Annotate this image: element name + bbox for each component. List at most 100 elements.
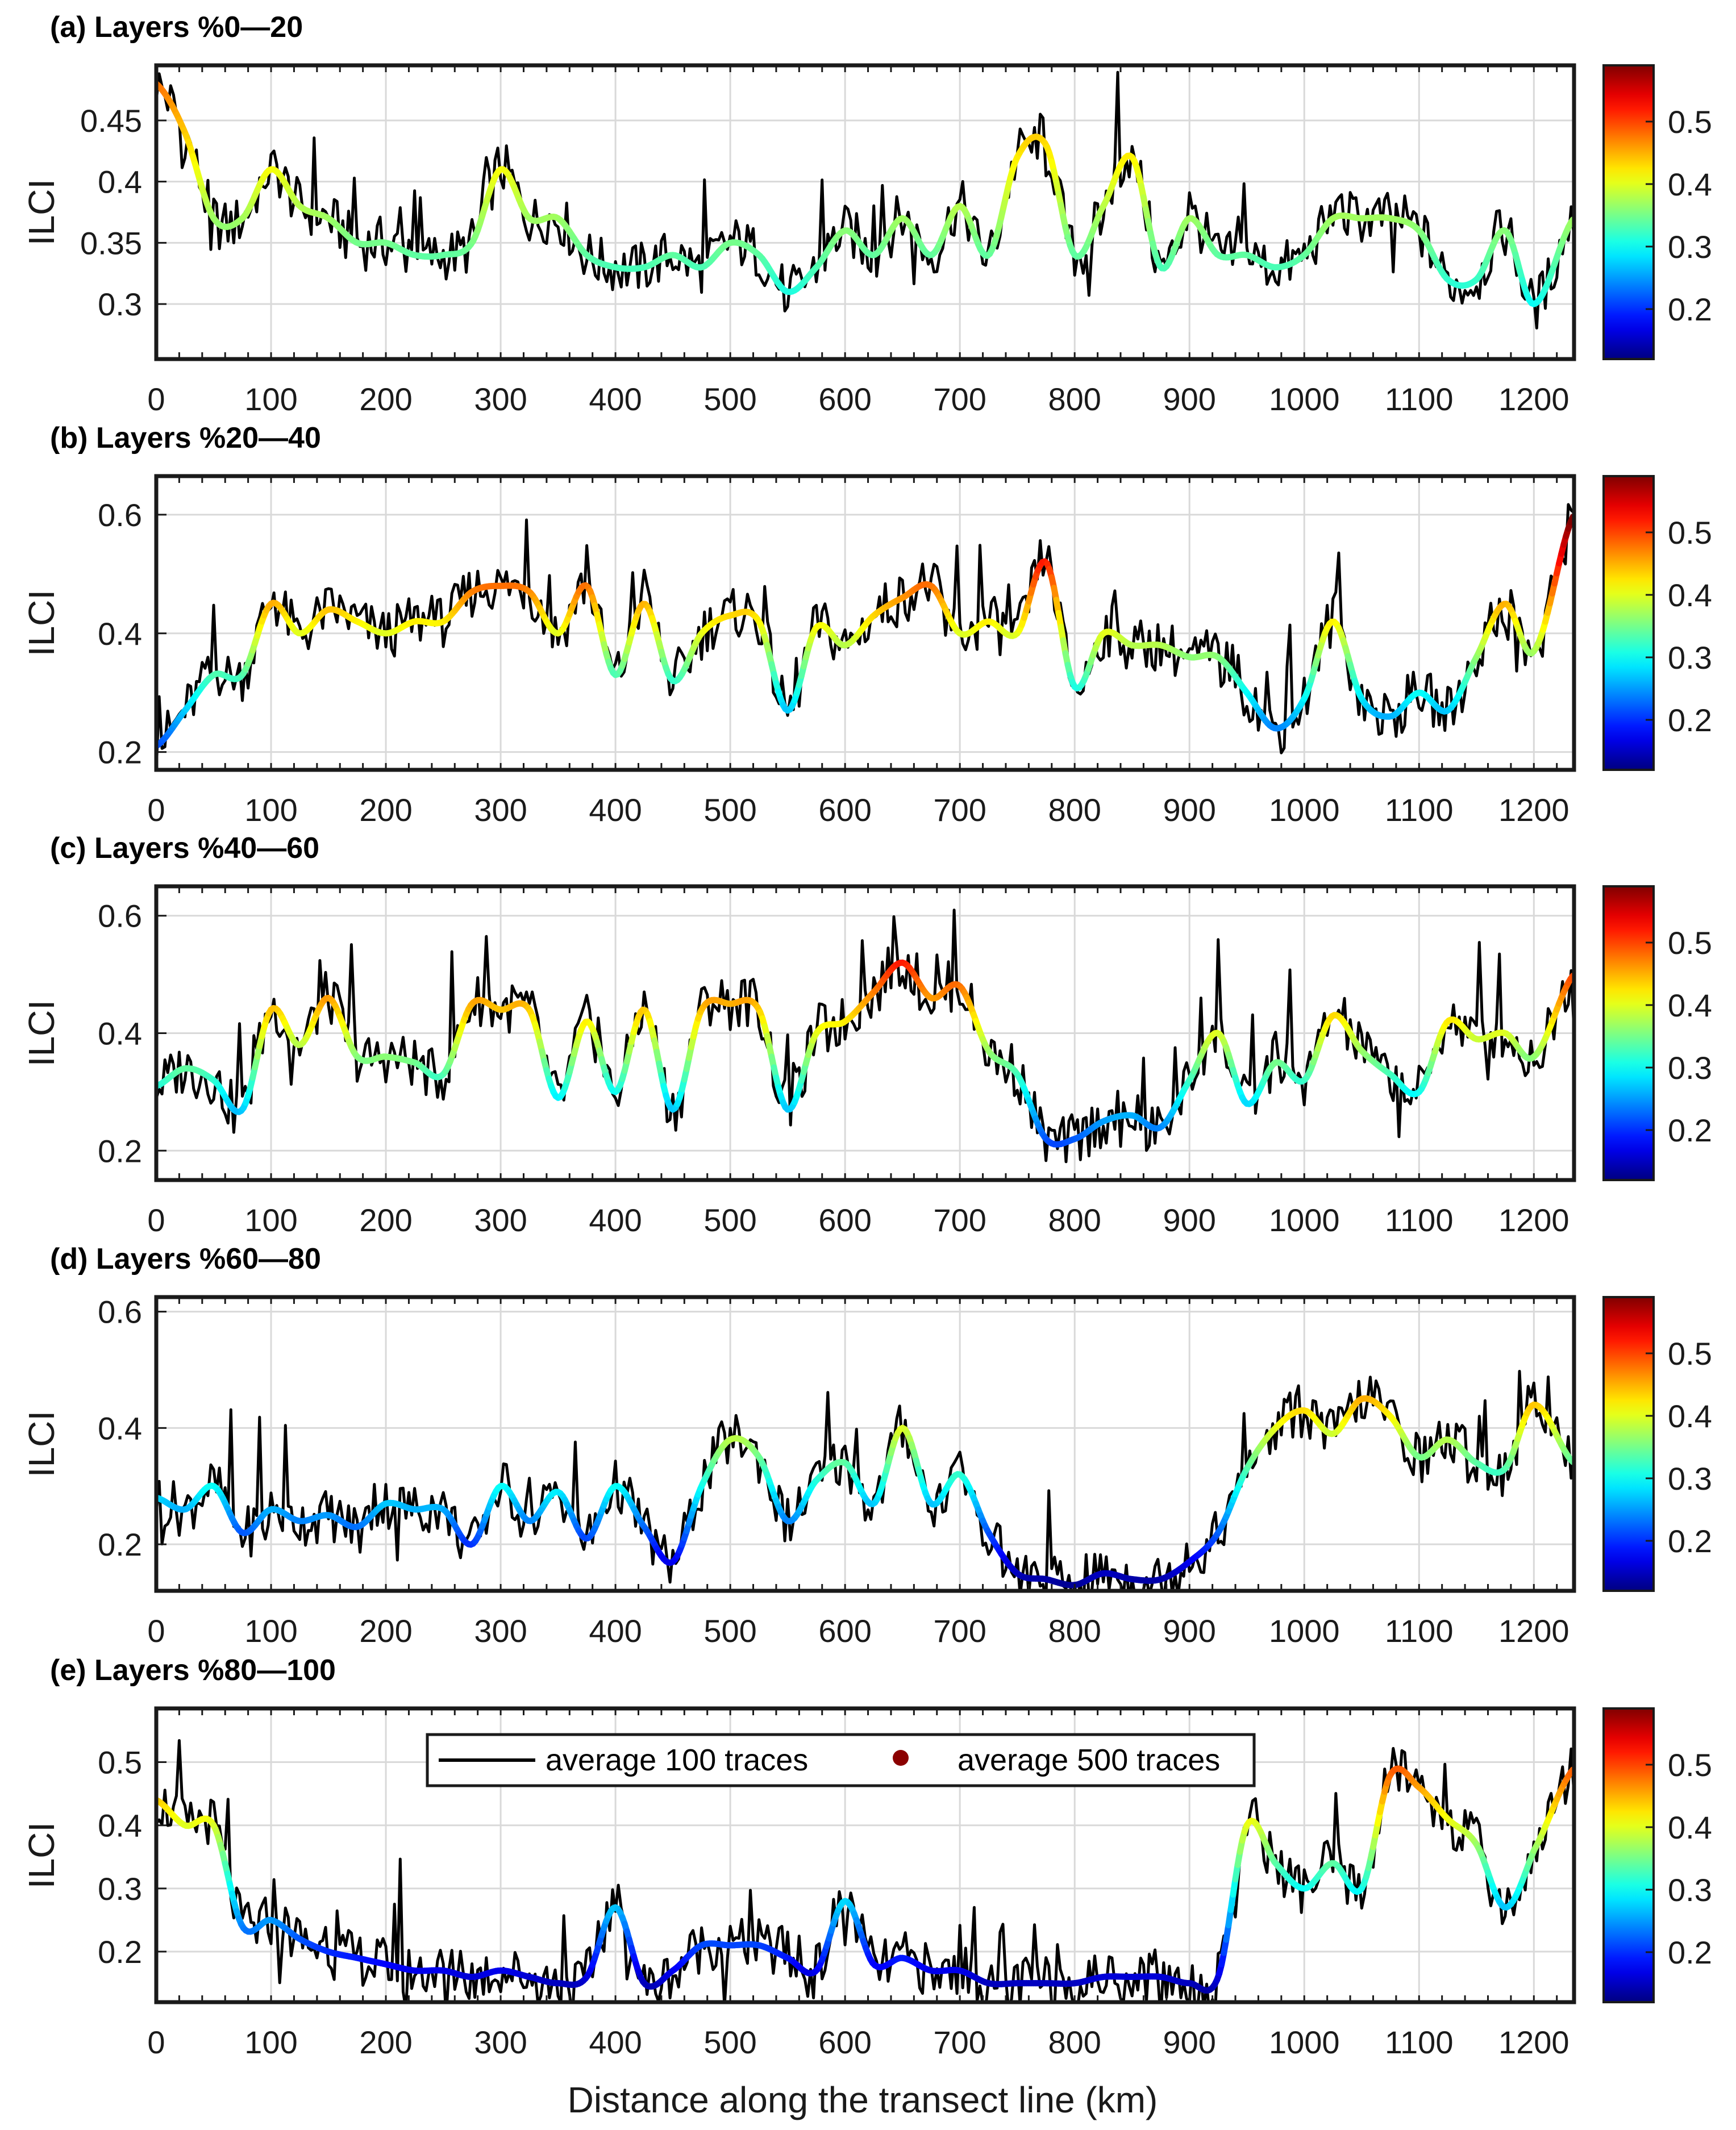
x-tick-label: 800 <box>1048 2024 1101 2060</box>
x-tick-label: 1000 <box>1269 1613 1340 1649</box>
panel-1: (a) Layers %0—20 0 100 200 300 400 500 600 700 80… <box>21 11 1712 417</box>
x-tick-label: 300 <box>474 381 527 417</box>
colorbar-tick-label: 0.3 <box>1668 1050 1712 1086</box>
colorbar-tick-label: 0.4 <box>1668 987 1712 1023</box>
x-tick-label: 800 <box>1048 1202 1101 1238</box>
x-tick-label: 1200 <box>1498 1202 1570 1238</box>
x-tick-label: 500 <box>703 792 756 828</box>
colorbar-gradient <box>1602 885 1655 1181</box>
x-tick-label: 1100 <box>1385 381 1453 417</box>
x-tick-label: 900 <box>1163 381 1215 417</box>
colorbar-tick-label: 0.5 <box>1668 1336 1712 1372</box>
x-tick-label: 800 <box>1048 792 1101 828</box>
axes-box <box>154 63 1576 361</box>
colorbar-gradient <box>1602 1296 1655 1592</box>
x-tick-label: 600 <box>818 2024 871 2060</box>
x-tick-label: 700 <box>933 2024 986 2060</box>
x-tick-label: 1100 <box>1385 2024 1453 2060</box>
panel-5: (e) Layers %80—100 0 100 200 300 400 500 600 700… <box>21 1654 1712 2060</box>
y-tick-label: 0.2 <box>98 1133 142 1169</box>
x-tick-label: 100 <box>244 1202 297 1238</box>
y-tick-label: 0.4 <box>98 1016 142 1052</box>
x-tick-label: 100 <box>244 381 297 417</box>
raw-trace-line <box>156 1370 1574 1591</box>
y-tick-label: 0.3 <box>98 1871 142 1907</box>
colorbar-tick-label: 0.3 <box>1668 1461 1712 1497</box>
y-tick-label: 0.35 <box>80 225 142 261</box>
colorbar-tick-label: 0.2 <box>1668 291 1712 327</box>
x-tick-label: 1100 <box>1385 1202 1453 1238</box>
x-tick-label: 1100 <box>1385 792 1453 828</box>
x-tick-label: 400 <box>589 381 642 417</box>
axes-box <box>154 1295 1576 1593</box>
legend: average 100 traces average 500 traces <box>426 1733 1256 1787</box>
panel-title: (a) Layers %0—20 <box>50 11 303 44</box>
panel-title: (e) Layers %80—100 <box>50 1654 336 1687</box>
y-tick-label: 0.4 <box>98 1410 142 1446</box>
x-tick-label: 900 <box>1163 2024 1215 2060</box>
y-tick-label: 0.2 <box>98 735 142 770</box>
y-axis-label: ILCI <box>21 1000 62 1066</box>
x-tick-label: 300 <box>474 792 527 828</box>
x-tick-label: 600 <box>818 1613 871 1649</box>
raw-trace-line <box>156 503 1574 770</box>
x-tick-label: 100 <box>244 792 297 828</box>
colorbar-tick-label: 0.5 <box>1668 104 1712 140</box>
y-tick-label: 0.4 <box>98 616 142 652</box>
x-tick-label: 200 <box>359 2024 412 2060</box>
x-tick-label: 1000 <box>1269 381 1340 417</box>
x-tick-label: 200 <box>359 381 412 417</box>
x-tick-label: 0 <box>147 792 165 828</box>
x-tick-label: 1000 <box>1269 792 1340 828</box>
colorbar-tick-label: 0.2 <box>1668 1112 1712 1148</box>
y-tick-label: 0.5 <box>98 1745 142 1781</box>
x-tick-label: 400 <box>589 1202 642 1238</box>
x-tick-label: 200 <box>359 1613 412 1649</box>
x-tick-label: 900 <box>1163 792 1215 828</box>
y-tick-label: 0.2 <box>98 1527 142 1562</box>
colorbar-tick-label: 0.3 <box>1668 1872 1712 1908</box>
axes-box <box>154 474 1576 772</box>
x-tick-label: 800 <box>1048 381 1101 417</box>
y-axis-label: ILCI <box>21 179 62 245</box>
panel-2: (b) Layers %20—40 0 100 200 300 400 500 600 700 8… <box>21 422 1712 828</box>
panel-title: (d) Layers %60—80 <box>50 1243 321 1276</box>
y-tick-label: 0.4 <box>98 164 142 200</box>
colorbar-tick-label: 0.3 <box>1668 640 1712 676</box>
x-tick-label: 400 <box>589 2024 642 2060</box>
x-tick-label: 1200 <box>1498 381 1570 417</box>
colorbar: 0.2 0.3 0.4 0.5 <box>1602 64 1712 360</box>
x-tick-label: 300 <box>474 1613 527 1649</box>
x-tick-label: 1200 <box>1498 792 1570 828</box>
colorbar-tick-label: 0.5 <box>1668 1747 1712 1783</box>
colorbar: 0.2 0.3 0.4 0.5 <box>1602 1707 1712 2003</box>
colorbar: 0.2 0.3 0.4 0.5 <box>1602 885 1712 1181</box>
legend-line-label: average 100 traces <box>546 1743 808 1777</box>
x-tick-label: 900 <box>1163 1202 1215 1238</box>
smoothed-colored-line <box>156 1395 1574 1589</box>
x-tick-label: 1000 <box>1269 1202 1340 1238</box>
x-tick-label: 200 <box>359 792 412 828</box>
smoothed-colored-line <box>156 1765 1574 1994</box>
x-tick-label: 700 <box>933 792 986 828</box>
colorbar-tick-label: 0.4 <box>1668 166 1712 202</box>
x-tick-label: 100 <box>244 2024 297 2060</box>
plot-area <box>156 65 1574 359</box>
x-tick-label: 700 <box>933 1613 986 1649</box>
colorbar-gradient <box>1602 1707 1655 2003</box>
x-tick-label: 400 <box>589 792 642 828</box>
y-tick-label: 0.4 <box>98 1808 142 1844</box>
legend-box <box>426 1733 1256 1787</box>
legend-dot-label: average 500 traces <box>957 1743 1220 1777</box>
x-tick-label: 700 <box>933 381 986 417</box>
panel-title: (b) Layers %20—40 <box>50 422 321 455</box>
y-tick-label: 0.45 <box>80 103 142 139</box>
y-axis-label: ILCI <box>21 590 62 656</box>
smoothed-colored-line <box>156 959 1574 1148</box>
x-tick-label: 300 <box>474 1202 527 1238</box>
panel-4: (d) Layers %60—80 0 100 200 300 400 500 600 700 8… <box>21 1243 1712 1649</box>
x-tick-label: 0 <box>147 1613 165 1649</box>
x-tick-label: 600 <box>818 381 871 417</box>
x-tick-label: 0 <box>147 381 165 417</box>
smoothed-colored-line <box>156 80 1574 307</box>
